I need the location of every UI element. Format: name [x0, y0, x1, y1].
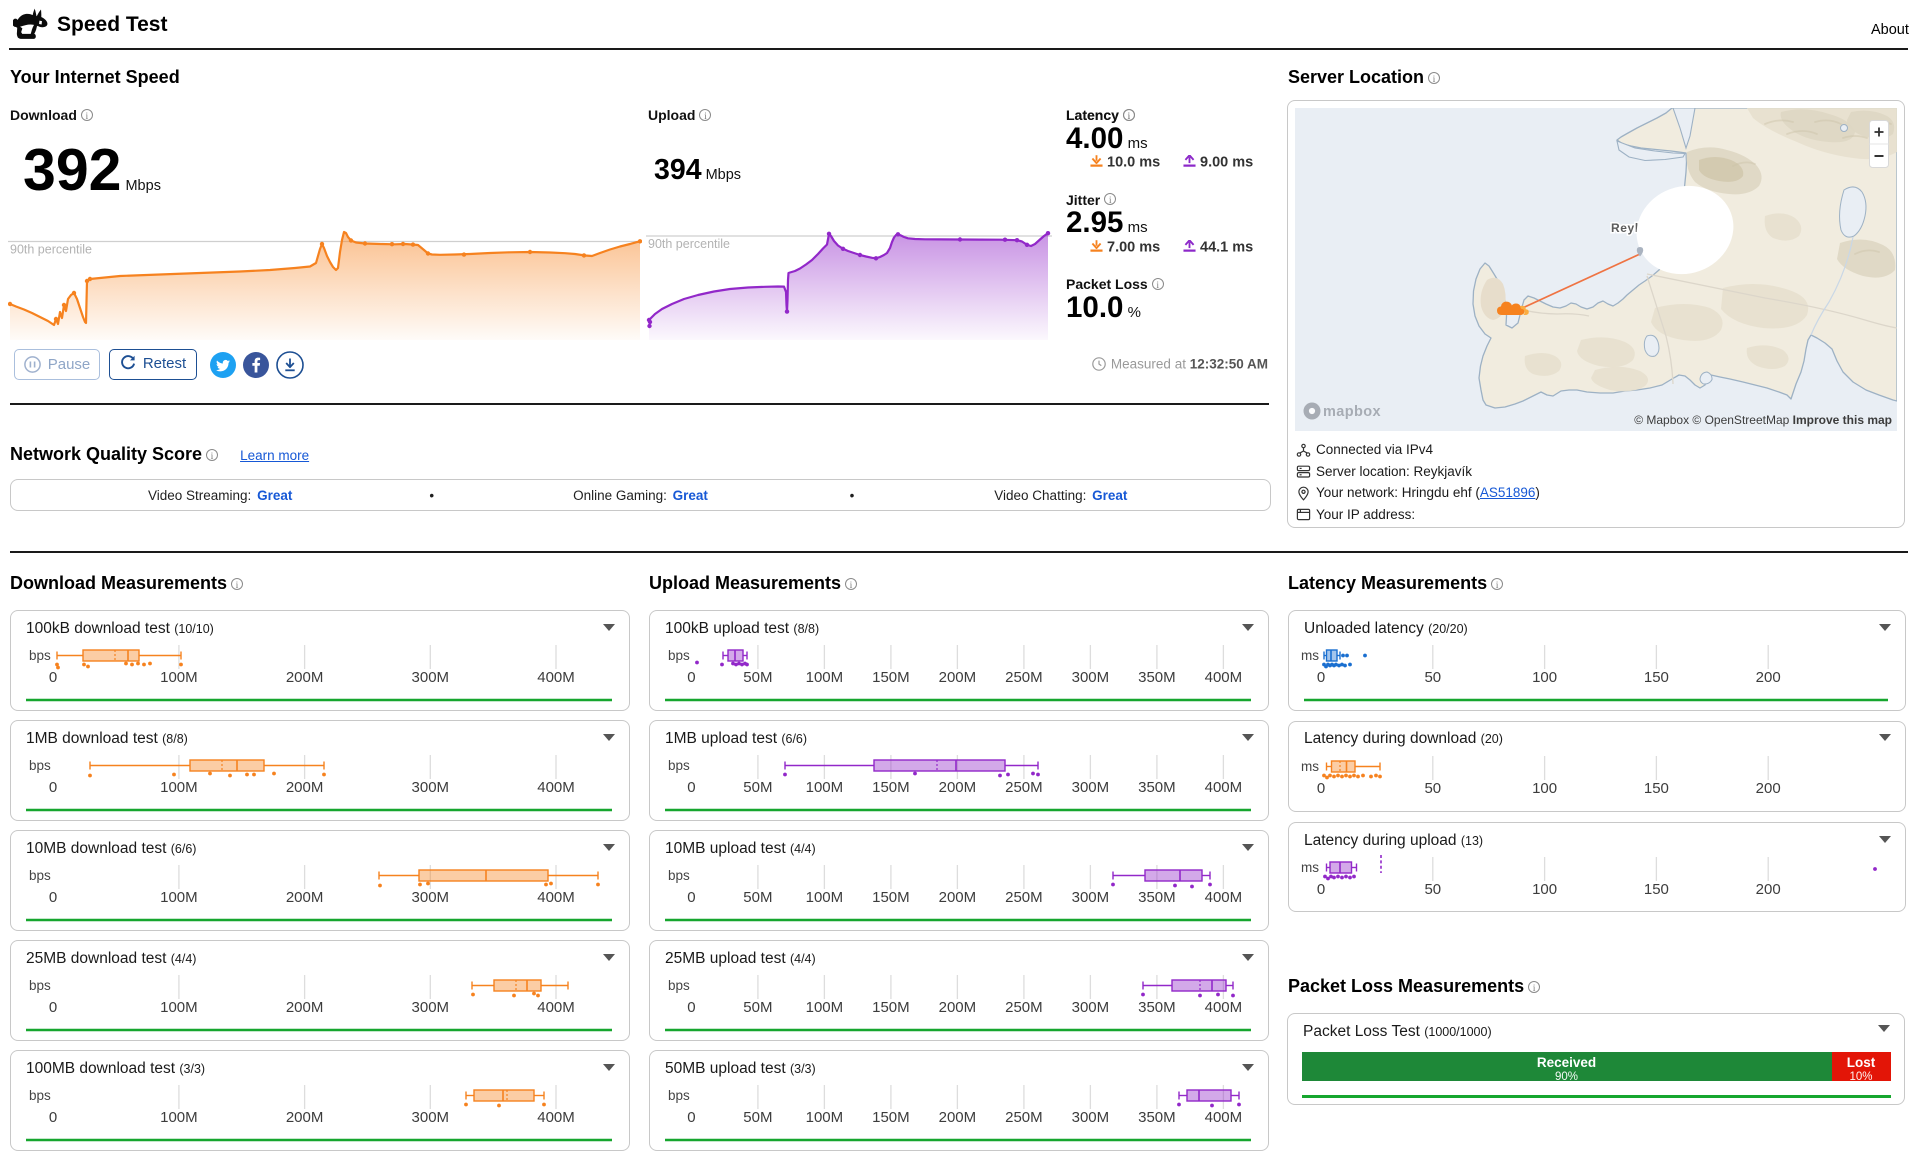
- svg-text:400M: 400M: [537, 999, 575, 1016]
- svg-text:200: 200: [1756, 669, 1781, 686]
- svg-text:200M: 200M: [286, 779, 324, 796]
- svg-text:400M: 400M: [537, 889, 575, 906]
- svg-text:100M: 100M: [806, 779, 844, 796]
- svg-text:200M: 200M: [939, 669, 977, 686]
- svg-text:100M: 100M: [160, 669, 198, 686]
- svg-text:300M: 300M: [1072, 669, 1110, 686]
- svg-text:300M: 300M: [1072, 779, 1110, 796]
- svg-text:0: 0: [49, 1109, 57, 1126]
- svg-text:0: 0: [687, 779, 695, 796]
- svg-text:200: 200: [1756, 881, 1781, 898]
- svg-text:100M: 100M: [806, 669, 844, 686]
- svg-text:100: 100: [1532, 669, 1557, 686]
- svg-text:0: 0: [687, 999, 695, 1016]
- svg-text:400M: 400M: [1205, 669, 1243, 686]
- svg-text:400M: 400M: [537, 669, 575, 686]
- svg-text:0: 0: [49, 999, 57, 1016]
- svg-text:350M: 350M: [1138, 889, 1176, 906]
- svg-text:300M: 300M: [1072, 1109, 1110, 1126]
- svg-text:350M: 350M: [1138, 999, 1176, 1016]
- svg-text:300M: 300M: [412, 779, 450, 796]
- svg-text:100M: 100M: [160, 779, 198, 796]
- svg-text:100: 100: [1532, 881, 1557, 898]
- svg-text:250M: 250M: [1005, 779, 1043, 796]
- svg-text:100M: 100M: [160, 889, 198, 906]
- svg-text:250M: 250M: [1005, 999, 1043, 1016]
- svg-text:100M: 100M: [806, 889, 844, 906]
- svg-text:400M: 400M: [537, 1109, 575, 1126]
- svg-text:100: 100: [1532, 780, 1557, 797]
- svg-text:150: 150: [1644, 881, 1669, 898]
- svg-text:150: 150: [1644, 669, 1669, 686]
- svg-text:mapbox: mapbox: [1323, 404, 1381, 420]
- svg-text:200M: 200M: [286, 889, 324, 906]
- svg-text:250M: 250M: [1005, 889, 1043, 906]
- svg-text:200M: 200M: [286, 999, 324, 1016]
- svg-text:0: 0: [49, 889, 57, 906]
- svg-text:400M: 400M: [1205, 999, 1243, 1016]
- svg-text:50M: 50M: [743, 779, 772, 796]
- svg-text:250M: 250M: [1005, 669, 1043, 686]
- svg-text:100M: 100M: [160, 999, 198, 1016]
- svg-text:50: 50: [1424, 881, 1441, 898]
- svg-text:200M: 200M: [939, 1109, 977, 1126]
- svg-text:200: 200: [1756, 780, 1781, 797]
- svg-text:400M: 400M: [537, 779, 575, 796]
- svg-text:50: 50: [1424, 669, 1441, 686]
- svg-text:0: 0: [1317, 669, 1325, 686]
- svg-text:250M: 250M: [1005, 1109, 1043, 1126]
- svg-text:0: 0: [49, 779, 57, 796]
- svg-text:50M: 50M: [743, 889, 772, 906]
- svg-text:200M: 200M: [939, 999, 977, 1016]
- svg-text:0: 0: [49, 669, 57, 686]
- svg-text:90th percentile: 90th percentile: [648, 237, 730, 251]
- svg-text:400M: 400M: [1205, 779, 1243, 796]
- svg-text:300M: 300M: [1072, 999, 1110, 1016]
- svg-text:50M: 50M: [743, 669, 772, 686]
- svg-text:50M: 50M: [743, 999, 772, 1016]
- svg-text:300M: 300M: [412, 999, 450, 1016]
- svg-text:200M: 200M: [286, 669, 324, 686]
- svg-text:150M: 150M: [872, 779, 910, 796]
- svg-text:100M: 100M: [806, 1109, 844, 1126]
- svg-text:300M: 300M: [412, 669, 450, 686]
- svg-text:150M: 150M: [872, 889, 910, 906]
- svg-text:0: 0: [1317, 780, 1325, 797]
- svg-text:0: 0: [687, 669, 695, 686]
- svg-text:200M: 200M: [939, 779, 977, 796]
- svg-text:50M: 50M: [743, 1109, 772, 1126]
- svg-text:150M: 150M: [872, 669, 910, 686]
- svg-text:300M: 300M: [1072, 889, 1110, 906]
- svg-text:100M: 100M: [160, 1109, 198, 1126]
- svg-text:50: 50: [1424, 780, 1441, 797]
- svg-text:200M: 200M: [286, 1109, 324, 1126]
- svg-text:300M: 300M: [412, 889, 450, 906]
- svg-text:350M: 350M: [1138, 669, 1176, 686]
- svg-text:350M: 350M: [1138, 779, 1176, 796]
- svg-text:0: 0: [1317, 881, 1325, 898]
- svg-text:0: 0: [687, 889, 695, 906]
- svg-text:150: 150: [1644, 780, 1669, 797]
- svg-text:100M: 100M: [806, 999, 844, 1016]
- svg-text:150M: 150M: [872, 1109, 910, 1126]
- svg-text:0: 0: [687, 1109, 695, 1126]
- svg-text:300M: 300M: [412, 1109, 450, 1126]
- svg-text:90th percentile: 90th percentile: [10, 243, 92, 257]
- svg-text:400M: 400M: [1205, 1109, 1243, 1126]
- svg-text:© Mapbox © OpenStreetMap Impro: © Mapbox © OpenStreetMap Improve this ma…: [1634, 413, 1892, 427]
- svg-text:350M: 350M: [1138, 1109, 1176, 1126]
- svg-text:400M: 400M: [1205, 889, 1243, 906]
- svg-text:150M: 150M: [872, 999, 910, 1016]
- svg-text:200M: 200M: [939, 889, 977, 906]
